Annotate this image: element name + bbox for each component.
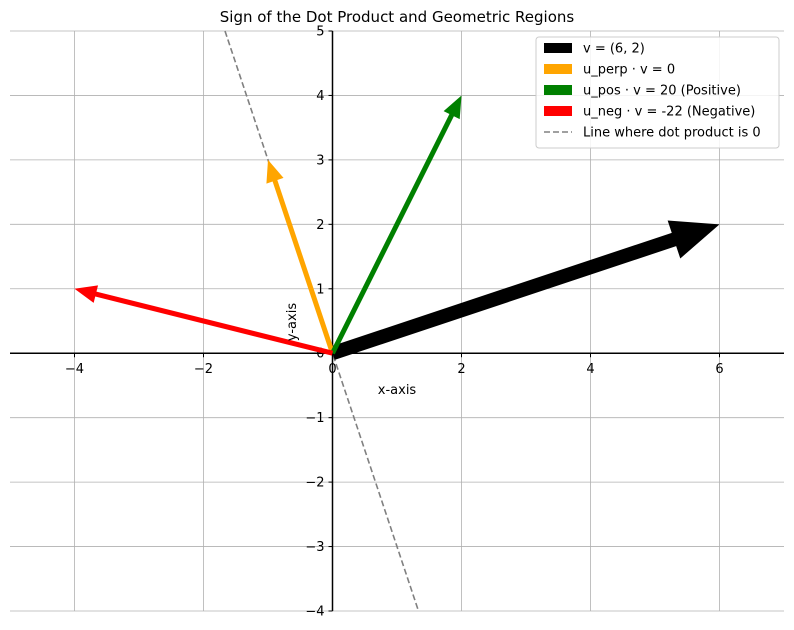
legend-swatch	[544, 106, 572, 116]
legend: v = (6, 2) u_perp · v = 0 u_pos · v = 20 (…	[535, 36, 780, 149]
y-tick-label: 2	[316, 218, 324, 233]
legend-swatch	[544, 85, 572, 95]
y-tick-label: −1	[305, 411, 324, 426]
vector-arrow-4	[74, 285, 334, 356]
zero-dot-product-line-layer	[224, 30, 420, 612]
y-tick-label: 3	[316, 153, 324, 168]
y-tick-label: 4	[316, 89, 324, 104]
x-tick-label: −4	[65, 362, 84, 377]
legend-frame	[535, 36, 780, 149]
x-tick-label: 6	[715, 362, 723, 377]
legend-label: v = (6, 2)	[583, 42, 645, 57]
ticks: −4 −2 0 2 4 6 −4 −3 −2 −1 0 1 2 3 4 5	[65, 25, 724, 620]
x-tick-label: 4	[586, 362, 594, 377]
x-tick-label: 0	[328, 362, 336, 377]
axes	[10, 31, 784, 611]
y-tick-label: −3	[305, 540, 324, 555]
y-tick-label: 1	[316, 282, 324, 297]
vector-arrow-1	[330, 220, 720, 360]
x-axis-title: x-axis	[378, 383, 417, 398]
legend-swatch	[544, 43, 572, 53]
legend-label: Line where dot product is 0	[583, 126, 761, 141]
x-tick-label: 2	[457, 362, 465, 377]
x-tick-label: −2	[194, 362, 213, 377]
y-tick-label: 5	[316, 25, 324, 40]
y-axis-title: y-axis	[285, 303, 300, 341]
y-tick-label: −2	[305, 476, 324, 491]
y-tick-label: −4	[305, 605, 324, 620]
legend-label: u_neg · v = -22 (Negative)	[583, 105, 755, 120]
zero-dot-product-line	[224, 30, 420, 612]
legend-label: u_pos · v = 20 (Positive)	[583, 84, 741, 99]
y-tick-label: 0	[316, 347, 324, 362]
legend-swatch	[544, 64, 572, 74]
legend-label: u_perp · v = 0	[583, 63, 675, 78]
vector-arrow-3	[330, 95, 462, 355]
chart-title: Sign of the Dot Product and Geometric Re…	[220, 8, 575, 26]
vector-arrow-2	[266, 159, 335, 355]
vectors	[74, 95, 720, 360]
